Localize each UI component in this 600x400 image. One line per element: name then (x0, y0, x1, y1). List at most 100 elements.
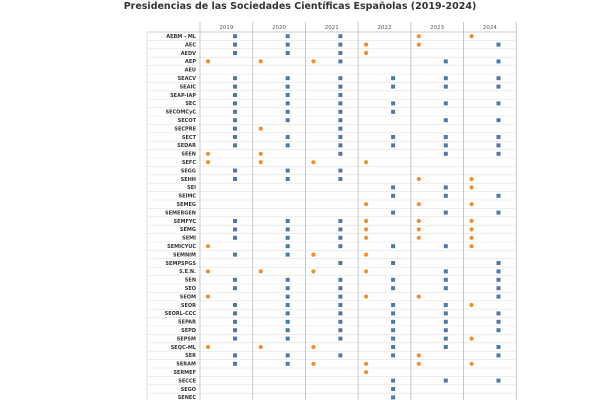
male-square (285, 177, 290, 181)
male-square (285, 353, 290, 358)
female-dot (258, 59, 263, 64)
male-square (391, 193, 396, 198)
row-label: SECCE (178, 378, 196, 384)
male-square (233, 93, 237, 97)
row-label: SEMEG (176, 202, 196, 208)
row-label: AEP (185, 59, 196, 65)
male-square (443, 286, 448, 291)
male-square (233, 303, 237, 307)
female-dot (469, 227, 474, 232)
male-square (391, 311, 396, 316)
female-dot (311, 252, 316, 257)
female-dot (416, 353, 421, 358)
male-square (285, 51, 290, 55)
female-dot (205, 344, 211, 350)
male-square (233, 42, 237, 47)
row-label: SEMPSPGS (165, 261, 196, 267)
row-label: SEO (185, 286, 196, 292)
female-dot (469, 185, 474, 190)
female-dot (364, 294, 369, 299)
male-square (391, 261, 396, 265)
row-label: SEEN (181, 152, 196, 158)
female-dot (469, 235, 474, 240)
male-square (391, 336, 396, 341)
male-square (443, 378, 448, 383)
male-square (496, 143, 501, 148)
female-dot (469, 176, 474, 182)
male-square (391, 378, 396, 383)
male-square (338, 353, 343, 358)
male-square (496, 328, 501, 333)
male-square (285, 303, 290, 307)
row-label: SEQC-ML (171, 345, 197, 351)
male-square (391, 101, 396, 106)
female-dot (469, 34, 474, 39)
male-square (233, 118, 237, 123)
male-square (338, 126, 343, 131)
male-square (285, 34, 290, 39)
row-label: SEMFYC (173, 219, 196, 225)
row-label: SECT (182, 135, 197, 141)
male-square (233, 76, 237, 81)
row-label: AEC (185, 42, 196, 48)
row-label: SEAP-IAP (170, 93, 196, 99)
male-square (285, 244, 290, 249)
male-square (496, 294, 501, 299)
male-square (391, 277, 396, 282)
row-label: SEMG (180, 227, 196, 233)
male-square (496, 261, 501, 265)
male-square (496, 353, 501, 358)
male-square (233, 135, 237, 139)
male-square (443, 269, 448, 274)
male-square (338, 244, 343, 249)
male-square (338, 319, 343, 324)
row-label: SERMEF (173, 370, 196, 376)
male-square (338, 84, 343, 89)
male-square (496, 345, 501, 349)
male-square (285, 219, 290, 223)
male-square (391, 84, 396, 89)
female-dot (311, 361, 316, 366)
male-square (443, 345, 448, 349)
male-square (338, 277, 343, 282)
female-dot (311, 59, 316, 64)
row-label: SEOR (181, 303, 196, 309)
male-square (443, 319, 448, 324)
male-square (443, 193, 448, 198)
male-square (233, 252, 237, 257)
row-label: SEI (187, 185, 196, 191)
male-square (285, 252, 290, 257)
male-square (233, 177, 237, 181)
male-square (233, 143, 237, 148)
male-square (443, 277, 448, 282)
male-square (391, 319, 396, 324)
male-square (233, 168, 237, 173)
row-label: SEAIC (180, 84, 197, 90)
male-square (443, 59, 448, 64)
female-dot (364, 202, 369, 207)
male-square (391, 143, 396, 148)
female-dot (258, 151, 263, 156)
male-square (443, 244, 448, 249)
female-dot (416, 218, 421, 224)
female-dot (364, 370, 369, 375)
female-dot (364, 235, 369, 240)
female-dot (311, 269, 316, 274)
year-header: 2020 (272, 25, 286, 31)
male-square (285, 42, 290, 47)
row-label: SERAM (176, 362, 196, 368)
male-square (391, 135, 396, 139)
male-square (391, 244, 396, 249)
male-square (391, 353, 396, 358)
female-dot (258, 269, 263, 274)
male-square (391, 286, 396, 291)
male-square (338, 261, 343, 265)
row-label: SEFC (182, 160, 196, 166)
female-dot (311, 160, 316, 165)
male-square (443, 118, 448, 123)
male-square (496, 84, 501, 89)
male-square (285, 135, 290, 139)
year-header: 2023 (430, 25, 444, 31)
year-header: 2021 (325, 25, 339, 31)
